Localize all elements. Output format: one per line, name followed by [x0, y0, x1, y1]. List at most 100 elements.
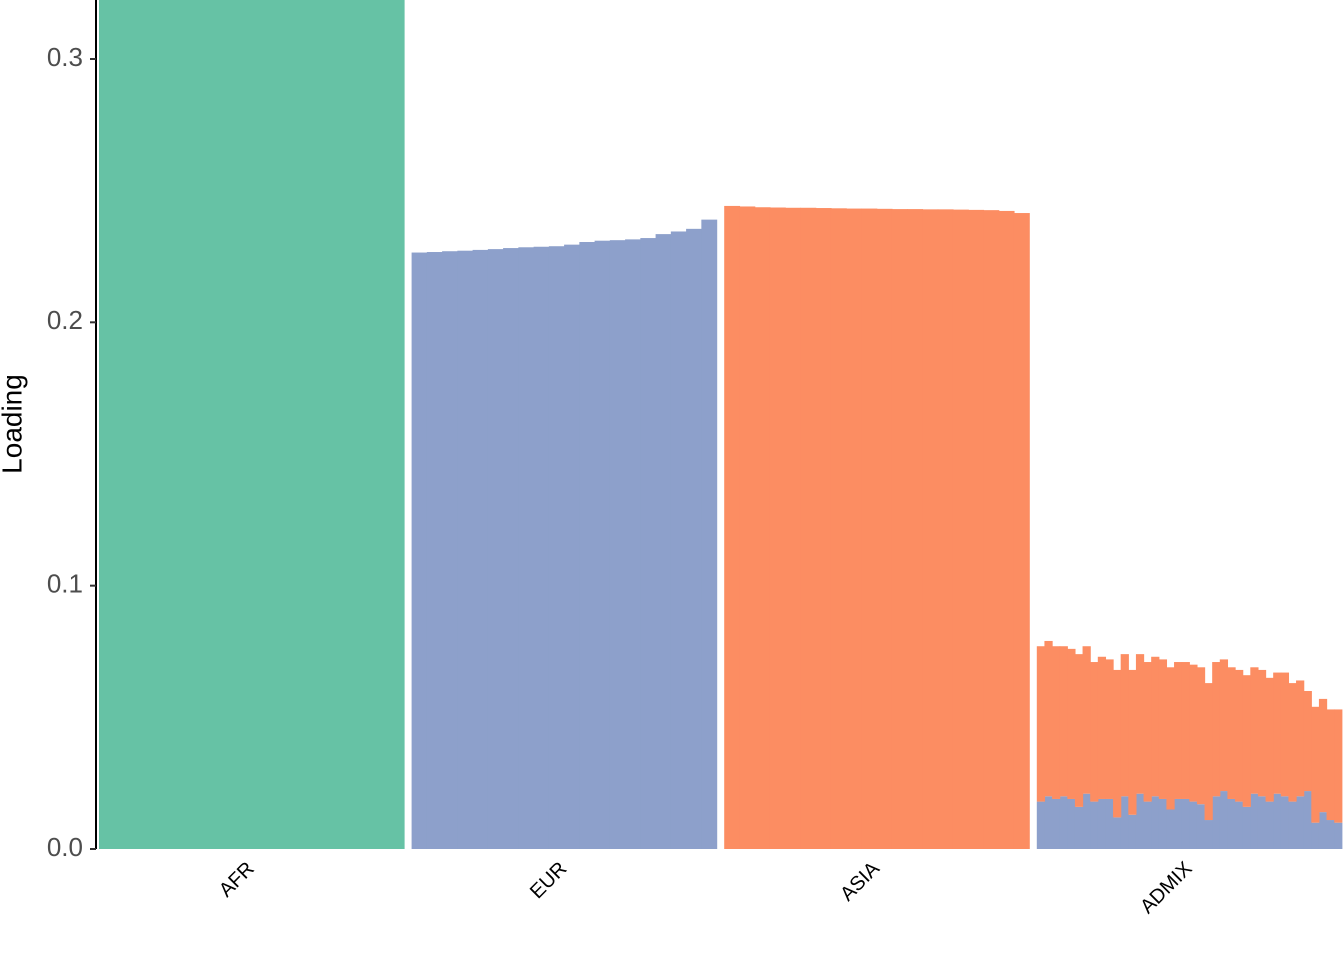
- bar-segment: [625, 239, 641, 849]
- bar-segment: [785, 207, 802, 850]
- bar-segment: [968, 209, 985, 850]
- bar-segment: [891, 209, 908, 849]
- bar-segment: [1044, 640, 1053, 797]
- facet-label: AFR: [215, 858, 259, 902]
- bar-segment: [251, 0, 268, 850]
- bar-segment: [609, 240, 626, 850]
- bar-segment: [1120, 654, 1129, 797]
- bar-segment: [1166, 809, 1175, 849]
- bar-segment: [769, 207, 786, 850]
- bar-segment: [1288, 683, 1297, 802]
- facet-label: ADMIX: [1136, 858, 1196, 918]
- bar-segment: [1242, 675, 1251, 807]
- bar-segment: [952, 209, 969, 849]
- bar-segment: [1250, 793, 1259, 849]
- bar-segment: [1105, 659, 1114, 799]
- bar-segment: [442, 251, 458, 849]
- bar-segment: [426, 252, 443, 849]
- bar-segment: [114, 0, 131, 850]
- bar-segment: [846, 208, 863, 849]
- bar-segment: [1044, 796, 1053, 849]
- bar-segment: [190, 0, 207, 850]
- bar-segment: [1326, 709, 1335, 821]
- bar-segment: [1219, 659, 1229, 792]
- bar-segment: [160, 0, 176, 850]
- bar-segment: [343, 0, 359, 850]
- bar-segment: [1296, 796, 1305, 849]
- bar-segment: [472, 249, 489, 850]
- bar-segment: [1227, 667, 1236, 799]
- bar-segment: [1296, 680, 1305, 797]
- facet-label: EUR: [526, 858, 571, 903]
- bar-segment: [1113, 817, 1122, 849]
- bar-segment: [1235, 801, 1244, 849]
- bar-segment: [1052, 646, 1061, 799]
- bar-segment: [1158, 798, 1168, 849]
- bar-segment: [1113, 669, 1122, 818]
- bar-segment: [1174, 662, 1183, 799]
- bar-segment: [739, 206, 756, 850]
- bar-segment: [1105, 798, 1114, 849]
- bar-segment: [1143, 801, 1152, 849]
- bar-segment: [1090, 801, 1099, 849]
- y-tick-label: 0.0: [47, 832, 83, 862]
- bar-segment: [144, 0, 161, 850]
- bar-segment: [221, 0, 237, 850]
- bar-segment: [830, 208, 847, 850]
- bar-segment: [533, 246, 550, 850]
- bar-segment: [1082, 646, 1091, 794]
- bar-segment: [1174, 798, 1183, 849]
- bar-segment: [266, 0, 283, 850]
- bar-segment: [1334, 822, 1343, 849]
- bar-segment: [1250, 667, 1259, 794]
- bar-segment: [1242, 806, 1251, 849]
- bar-segment: [724, 205, 741, 849]
- bar-segment: [205, 0, 222, 850]
- bar-segment: [411, 252, 428, 849]
- bar-segment: [1067, 648, 1076, 799]
- bar-segment: [1288, 801, 1297, 849]
- bar-segment: [1189, 664, 1198, 802]
- bar-segment: [388, 0, 405, 850]
- bar-segment: [1204, 683, 1213, 821]
- bar-segment: [754, 207, 771, 849]
- bar-segment: [1189, 801, 1198, 849]
- bar-segment: [670, 231, 687, 849]
- bar-segment: [1257, 669, 1267, 797]
- bar-segment: [1181, 662, 1190, 799]
- bar-segment: [1273, 672, 1282, 794]
- bar-segment: [907, 209, 924, 849]
- y-tick-label: 0.3: [47, 42, 83, 72]
- bar-segment: [800, 207, 817, 850]
- bar-segment: [1219, 791, 1229, 849]
- bar-segment: [1135, 793, 1145, 849]
- bar-segment: [686, 228, 702, 849]
- bar-segment: [1128, 669, 1137, 815]
- bar-segment: [861, 208, 878, 849]
- bar-segment: [236, 0, 253, 850]
- bar-segment: [1280, 672, 1290, 797]
- bar-segment: [594, 240, 611, 850]
- bar-segment: [1158, 659, 1168, 799]
- bar-segment: [487, 249, 504, 849]
- bar-segment: [1318, 812, 1328, 849]
- bar-segment: [1036, 646, 1046, 802]
- bar-segment: [297, 0, 314, 850]
- bar-segment: [503, 248, 519, 849]
- bar-segment: [1235, 669, 1244, 802]
- bar-segment: [1196, 804, 1206, 849]
- bar-segment: [1196, 667, 1206, 805]
- bar-segment: [937, 209, 954, 850]
- bar-segment: [655, 234, 672, 850]
- bar-segment: [1074, 654, 1084, 807]
- bar-segment: [564, 244, 580, 849]
- facet-label: ASIA: [836, 857, 884, 905]
- bar-segment: [1074, 806, 1084, 849]
- bar-segment: [1257, 796, 1267, 849]
- bar-segment: [1052, 798, 1061, 849]
- bar-segment: [373, 0, 390, 850]
- bar-segment: [1013, 213, 1030, 849]
- bar-segment: [1326, 820, 1335, 849]
- bar-segment: [1151, 796, 1160, 849]
- bar-segment: [358, 0, 375, 850]
